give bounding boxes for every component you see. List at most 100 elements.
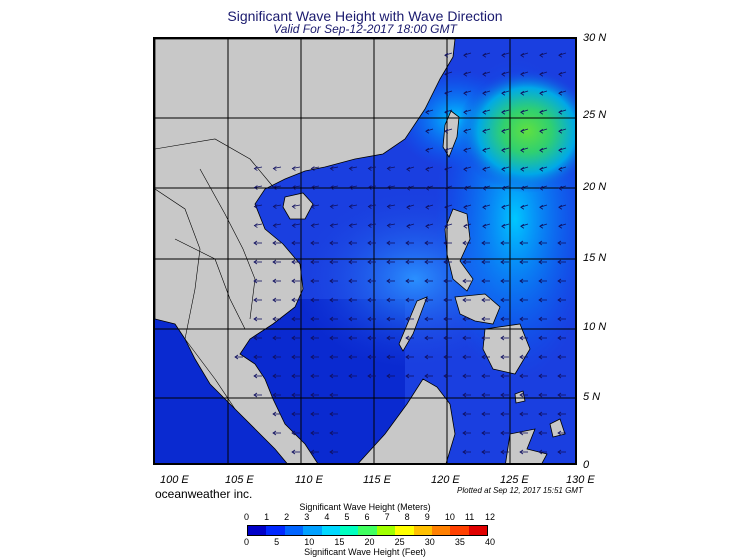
wave-arrow <box>330 185 339 188</box>
wave-arrow-head <box>291 354 296 360</box>
wave-arrow-head <box>310 278 315 284</box>
wave-arrow-head <box>519 335 524 341</box>
colorbar-tick: 11 <box>464 512 475 522</box>
wave-arrow-head <box>272 430 277 436</box>
wave-arrow-head <box>253 278 258 284</box>
wave-arrow-head <box>329 166 334 171</box>
wave-arrow-head <box>425 147 430 153</box>
wave-arrow-head <box>272 166 277 171</box>
wave-arrow-head <box>444 128 449 134</box>
wave-arrow-head <box>462 259 467 265</box>
wave-arrow-head <box>386 166 391 171</box>
wave-arrow-head <box>253 204 258 209</box>
wave-arrow-head <box>463 109 468 115</box>
wave-arrow-head <box>444 71 449 77</box>
wave-arrow-head <box>482 90 487 96</box>
wave-arrow-head <box>272 335 277 341</box>
wave-arrow-head <box>482 52 487 58</box>
wave-arrow-head <box>463 166 468 172</box>
wave-arrow-head <box>519 316 524 322</box>
wave-arrow-head <box>367 259 372 265</box>
lon-label: 120 E <box>431 474 460 486</box>
wave-arrow-head <box>424 278 429 284</box>
wave-arrow-head <box>443 240 448 246</box>
wave-arrow-head <box>519 297 524 303</box>
wave-arrow-head <box>481 373 486 379</box>
wave-arrow-head <box>329 354 334 360</box>
wave-arrow-head <box>272 185 277 190</box>
wave-arrow <box>254 166 263 169</box>
wave-arrow-head <box>520 204 525 210</box>
wave-arrow-head <box>501 147 506 153</box>
wave-arrow-head <box>481 430 486 436</box>
wave-arrow-head <box>520 109 525 115</box>
wave-arrow-head <box>406 185 411 191</box>
wave-arrow-head <box>253 223 258 228</box>
wave-arrow-head <box>310 259 315 265</box>
land-hainan <box>282 192 314 220</box>
wave-arrow-head <box>386 316 391 322</box>
wave-arrow-head <box>386 204 391 209</box>
wave-arrow <box>273 204 282 207</box>
wave-arrow <box>292 223 301 226</box>
wave-arrow-head <box>329 449 334 455</box>
wave-arrow-head <box>291 449 296 455</box>
wave-arrow-head <box>424 354 429 360</box>
wave-arrow-head <box>234 354 239 360</box>
wave-arrow-head <box>463 147 468 153</box>
wave-arrow-head <box>501 128 506 134</box>
wave-arrow-head <box>501 109 506 115</box>
wave-arrow-head <box>367 297 372 303</box>
wave-arrow-head <box>462 316 467 322</box>
colorbar-tick: 20 <box>364 537 375 547</box>
wave-arrow-head <box>501 90 506 96</box>
wave-arrow-head <box>538 449 543 455</box>
wave-arrow-head <box>520 128 525 134</box>
colorbar-swatch <box>284 526 304 535</box>
colorbar-tick: 4 <box>324 512 330 522</box>
wave-arrow-head <box>519 278 524 284</box>
wave-arrow-head <box>310 449 315 455</box>
wave-arrow-head <box>481 392 486 398</box>
wave-arrow-head <box>520 71 525 77</box>
wave-arrow-head <box>291 223 296 228</box>
wave-arrow-head <box>482 223 487 229</box>
wave-arrow-head <box>462 297 467 303</box>
wave-arrow-head <box>558 185 563 191</box>
wave-arrow-head <box>443 316 448 322</box>
wave-arrow-head <box>481 259 486 265</box>
wave-arrow-head <box>501 204 506 210</box>
wave-arrow-head <box>538 297 543 303</box>
wave-arrow-head <box>482 204 487 210</box>
wave-arrow-head <box>272 411 277 417</box>
wave-arrow-head <box>520 185 525 191</box>
wave-arrow-head <box>310 430 315 436</box>
colorbar-swatch <box>303 526 322 535</box>
wave-arrow-head <box>462 240 467 246</box>
wave-arrow-head <box>444 166 449 172</box>
wave-arrow-head <box>557 411 562 417</box>
wave-arrow-head <box>405 297 410 303</box>
wave-arrow-head <box>519 449 524 455</box>
lon-label: 115 E <box>363 474 391 486</box>
wave-arrow-head <box>425 223 430 229</box>
wave-arrow-head <box>501 223 506 229</box>
wave-arrow-head <box>405 335 410 341</box>
colorbar-tick: 2 <box>284 512 290 522</box>
colorbar-tick: 3 <box>304 512 310 522</box>
wave-arrow-head <box>329 297 334 303</box>
colorbar-tick: 10 <box>444 512 455 522</box>
wave-arrow-head <box>444 90 449 96</box>
wave-arrow-head <box>291 335 296 341</box>
wave-arrow-head <box>539 52 544 58</box>
wave-arrow-head <box>310 240 315 246</box>
wave-arrow-head <box>482 185 487 191</box>
wave-arrow-head <box>272 354 277 360</box>
wave-arrow-head <box>253 316 258 322</box>
wave-arrow-head <box>463 71 468 77</box>
wave-arrow-head <box>463 223 468 229</box>
wave-arrow-head <box>253 354 258 360</box>
wave-arrow-head <box>500 259 505 265</box>
wave-arrow-head <box>348 166 353 171</box>
colorbar-swatch <box>413 526 432 535</box>
